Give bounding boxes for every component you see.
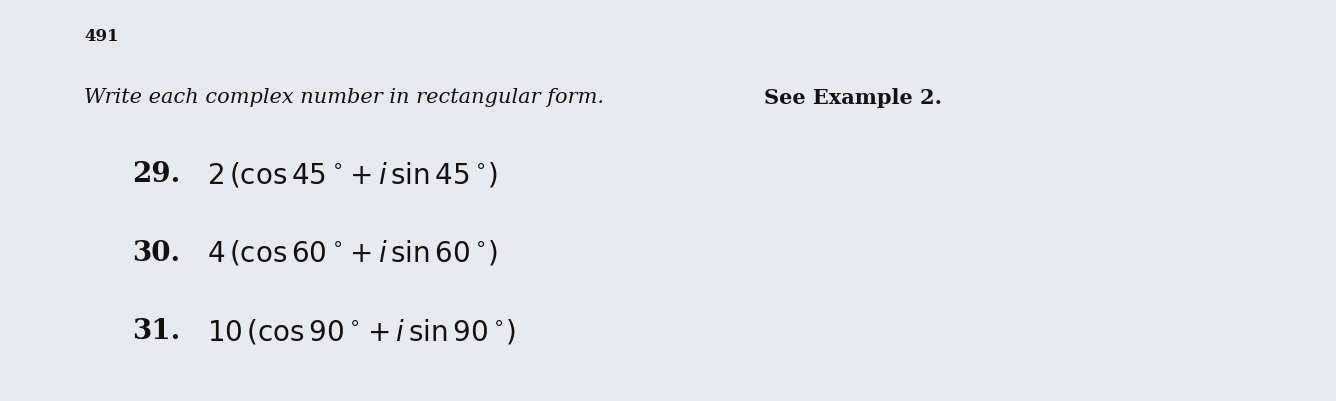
Text: $10\,(\cos 90\,^{\circ} + i\,\sin 90\,^{\circ})$: $10\,(\cos 90\,^{\circ} + i\,\sin 90\,^{…: [207, 316, 516, 345]
Text: See Example 2.: See Example 2.: [764, 88, 942, 108]
Text: 31.: 31.: [132, 317, 180, 344]
Text: $2\,(\cos 45\,^{\circ} + i\,\sin 45\,^{\circ})$: $2\,(\cos 45\,^{\circ} + i\,\sin 45\,^{\…: [207, 160, 498, 189]
Text: 29.: 29.: [132, 161, 180, 188]
Text: 491: 491: [84, 28, 119, 45]
Text: $4\,(\cos 60\,^{\circ} + i\,\sin 60\,^{\circ})$: $4\,(\cos 60\,^{\circ} + i\,\sin 60\,^{\…: [207, 238, 498, 267]
Text: 30.: 30.: [132, 239, 180, 266]
Text: Write each complex number in rectangular form.: Write each complex number in rectangular…: [84, 88, 611, 107]
